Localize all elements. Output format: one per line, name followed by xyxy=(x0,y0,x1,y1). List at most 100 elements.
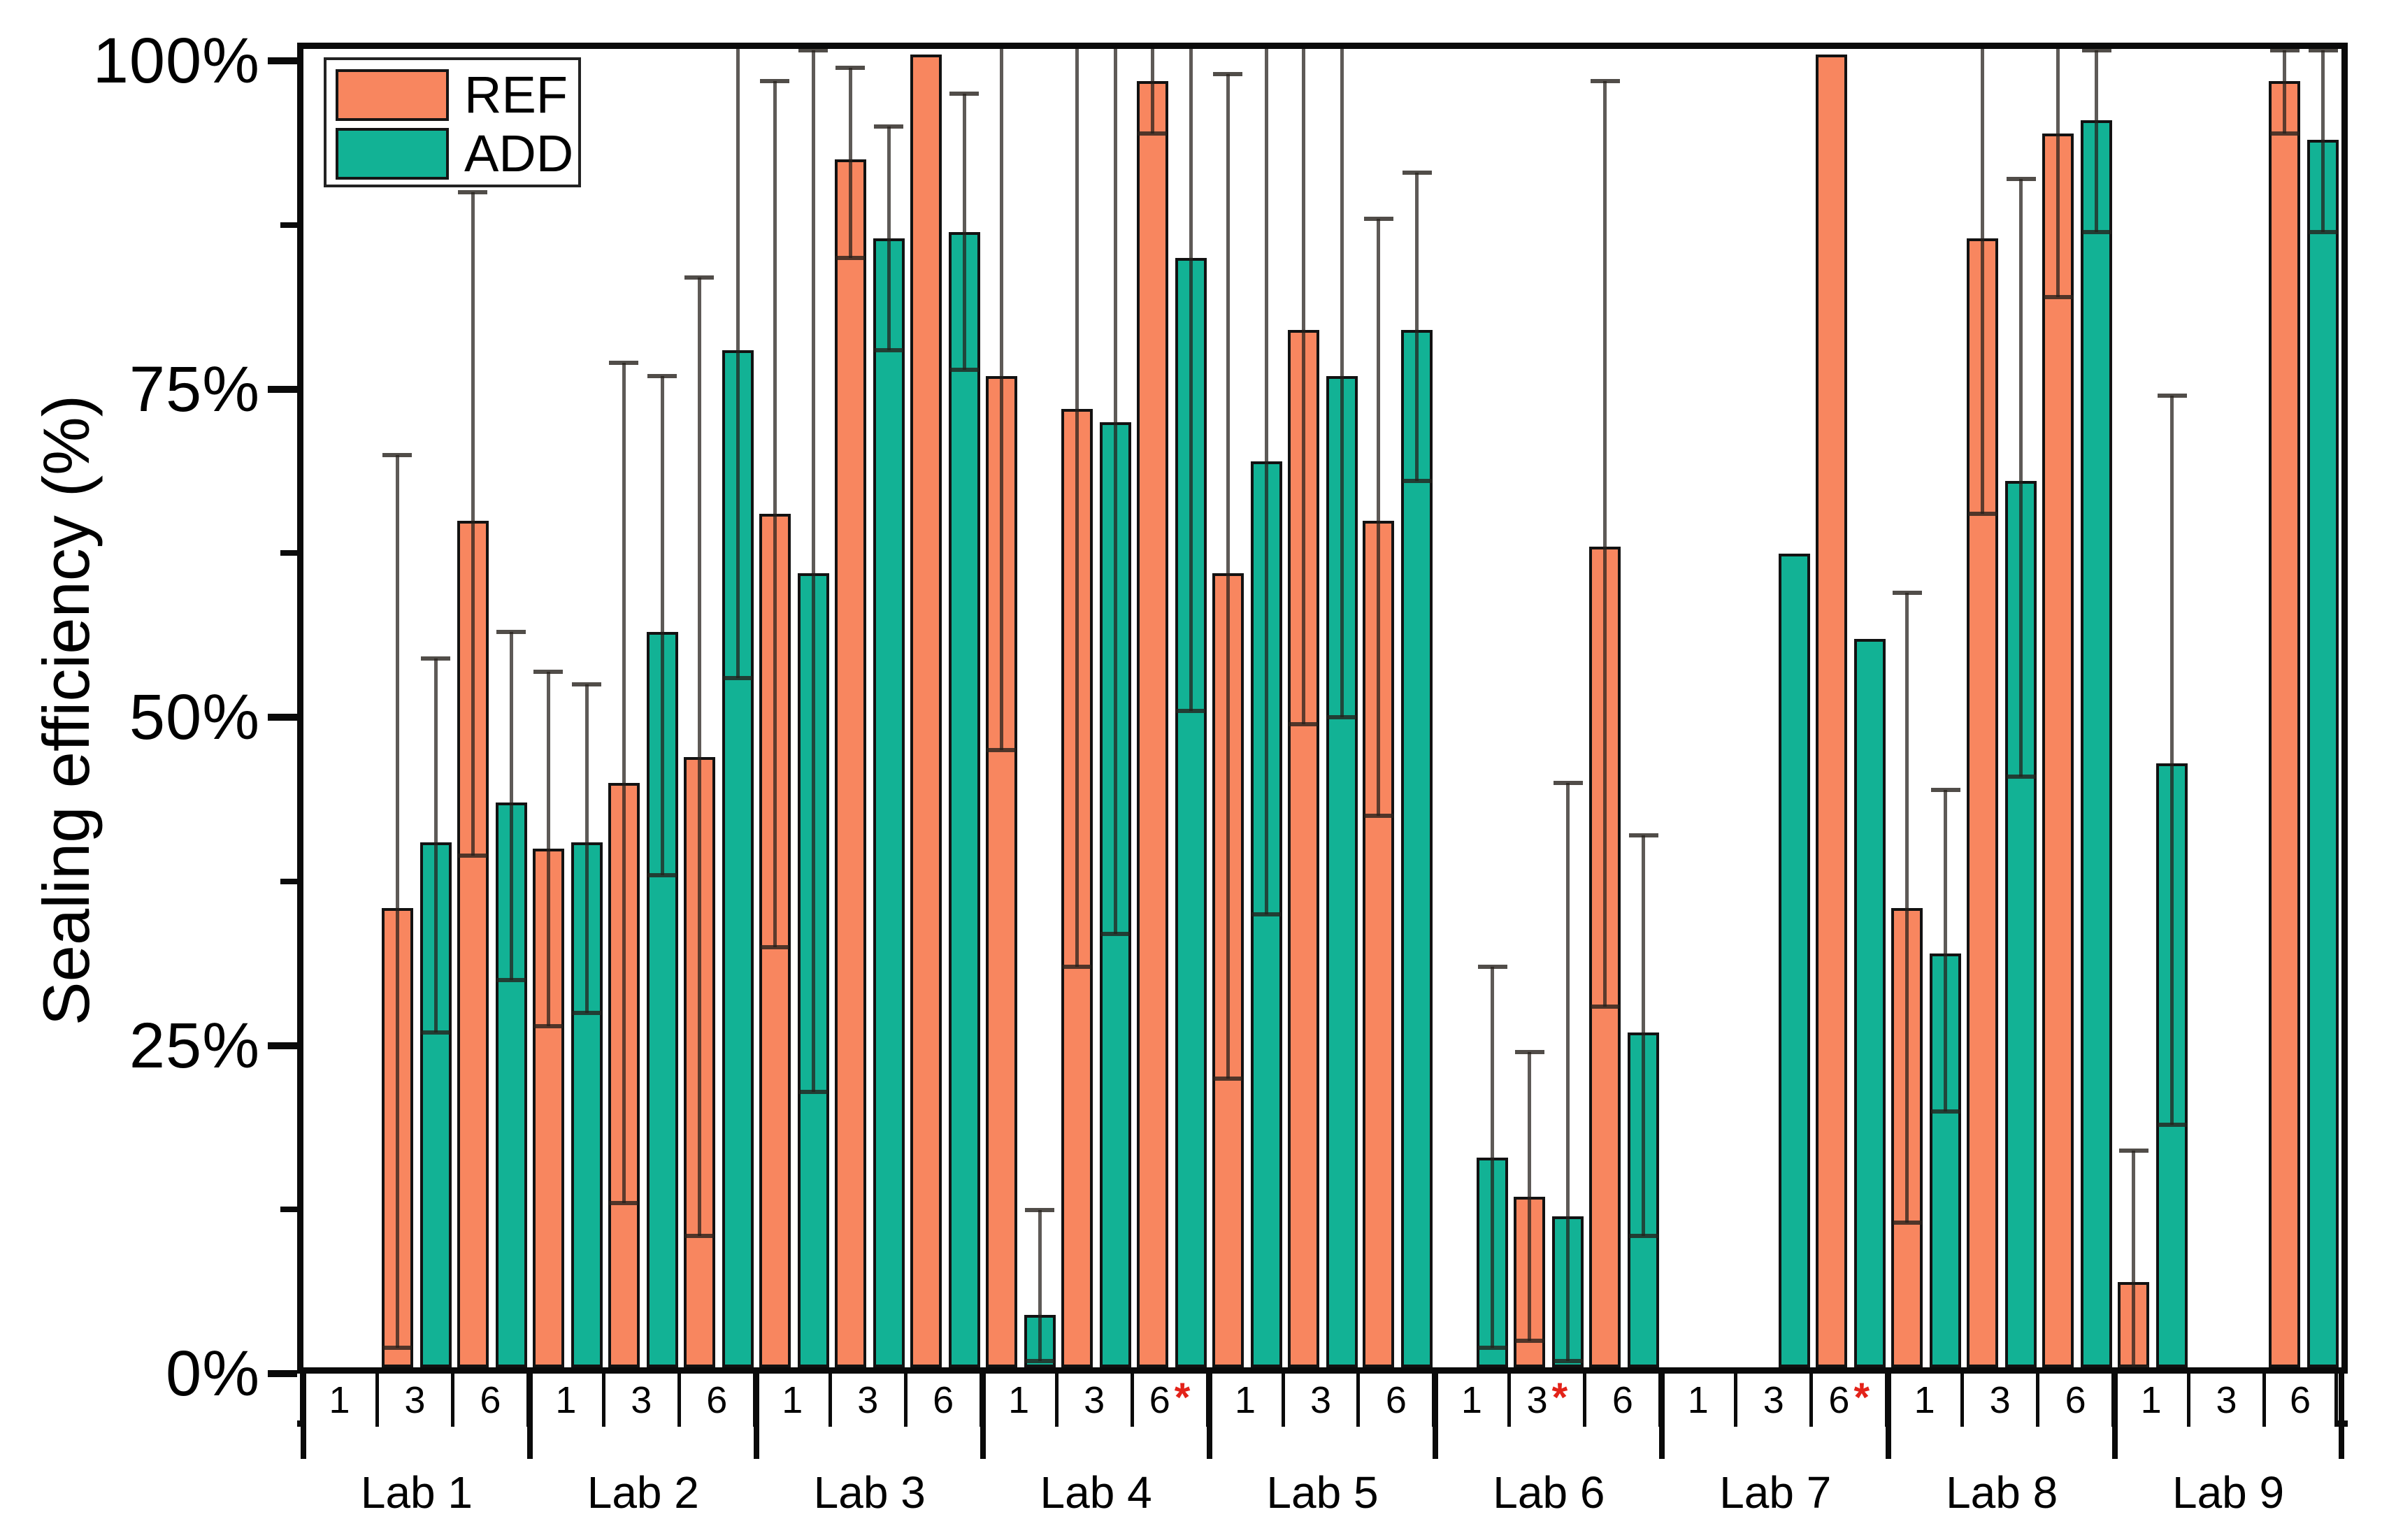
error-cap-high-ADD-lab2-t1 xyxy=(572,682,602,687)
time-label: 6 xyxy=(706,1379,728,1421)
legend-row-add: ADD xyxy=(336,127,573,180)
time-cell-lab9-1: 1 xyxy=(2111,1374,2188,1427)
bar-ADD-lab7-t3 xyxy=(1779,553,1811,1367)
y-minor-tick-37.5 xyxy=(280,878,297,884)
time-label: 6 xyxy=(2289,1379,2311,1421)
time-label: 3 xyxy=(1526,1379,1548,1421)
error-whisker-REF-lab6-t6 xyxy=(1603,80,1607,1007)
bar-REF-lab7-t6 xyxy=(1816,55,1848,1367)
time-cell-lab3-6: 6 xyxy=(903,1374,980,1427)
error-cap-low-ADD-lab1-t6 xyxy=(496,978,526,982)
error-cap-high-REF-lab5-t1 xyxy=(1213,72,1243,77)
error-cap-high-ADD-lab5-t6 xyxy=(1402,171,1432,175)
error-whisker-ADD-lab4-t6 xyxy=(1189,49,1193,711)
time-label: 1 xyxy=(2140,1379,2162,1421)
x-axis-time-row: 1 3 6 1 3 6 1 3 6 1 3 6 * 1 3 6 1 3 * 6 1 3 6 * 1 3 6 1 3 6 xyxy=(297,1374,2348,1427)
error-cap-high-REF-lab1-t6 xyxy=(458,190,488,195)
y-minor-tick-12.5 xyxy=(280,1207,297,1213)
error-whisker-ADD-lab6-t1 xyxy=(1491,967,1495,1348)
time-label: 3 xyxy=(1084,1379,1105,1421)
error-cap-high-REF-lab2-t6 xyxy=(684,275,715,280)
time-label: 3 xyxy=(2216,1379,2237,1421)
lab-label-6: Lab 6 xyxy=(1493,1467,1605,1518)
lab-separator-7 xyxy=(1886,1374,1892,1459)
error-cap-low-ADD-lab2-t1 xyxy=(572,1010,602,1015)
time-label: 1 xyxy=(1008,1379,1030,1421)
error-cap-low-ADD-lab4-t1 xyxy=(1025,1358,1055,1363)
bar-REF-lab3-t6 xyxy=(910,55,942,1367)
time-cell-lab4-6: 6 * xyxy=(1130,1374,1206,1427)
time-label: 1 xyxy=(782,1379,803,1421)
time-cell-lab3-3: 3 xyxy=(828,1374,904,1427)
error-whisker-ADD-lab9-t6 xyxy=(2321,50,2325,232)
bar-ADD-lab7-t6 xyxy=(1854,638,1886,1367)
error-whisker-ADD-lab4-t3 xyxy=(1113,49,1117,935)
error-whisker-REF-lab6-t3 xyxy=(1528,1052,1532,1341)
lab-separator-2 xyxy=(753,1374,759,1459)
error-cap-high-ADD-lab4-t1 xyxy=(1025,1207,1055,1212)
error-whisker-ADD-lab8-t3 xyxy=(2019,179,2023,777)
lab-separator-6 xyxy=(1659,1374,1665,1459)
error-whisker-REF-lab5-t1 xyxy=(1226,74,1230,1079)
y-major-tick-75 xyxy=(268,385,297,393)
error-cap-low-REF-lab6-t3 xyxy=(1514,1339,1544,1344)
error-whisker-ADD-lab5-t6 xyxy=(1415,173,1419,482)
time-label: 1 xyxy=(1461,1379,1482,1421)
error-cap-high-ADD-lab3-t1 xyxy=(798,49,828,53)
error-cap-low-ADD-lab8-t6 xyxy=(2081,229,2111,234)
error-cap-high-ADD-lab9-t1 xyxy=(2157,394,2187,398)
error-cap-low-ADD-lab8-t3 xyxy=(2006,774,2036,779)
error-whisker-ADD-lab2-t3 xyxy=(660,376,664,875)
lab-label-2: Lab 2 xyxy=(587,1467,699,1518)
lab-label-8: Lab 8 xyxy=(1946,1467,2058,1518)
error-cap-high-ADD-lab8-t1 xyxy=(1930,787,1960,792)
time-cell-lab7-6: 6 * xyxy=(1809,1374,1886,1427)
time-cell-lab8-3: 3 xyxy=(1960,1374,2037,1427)
bar-ADD-lab2-t6 xyxy=(722,350,754,1367)
error-cap-low-ADD-lab2-t6 xyxy=(723,676,753,681)
time-label: 6 xyxy=(1385,1379,1407,1421)
error-cap-high-ADD-lab3-t6 xyxy=(949,92,980,96)
error-cap-low-ADD-lab6-t6 xyxy=(1628,1234,1658,1239)
time-label: 6 xyxy=(933,1379,954,1421)
error-whisker-ADD-lab1-t3 xyxy=(433,658,438,1033)
error-cap-low-REF-lab8-t6 xyxy=(2043,295,2073,300)
time-cell-lab5-1: 1 xyxy=(1205,1374,1282,1427)
time-cell-lab9-3: 3 xyxy=(2187,1374,2263,1427)
error-cap-high-ADD-lab6-t1 xyxy=(1477,965,1507,970)
time-cell-lab6-3: 3 * xyxy=(1507,1374,1584,1427)
lab-label-4: Lab 4 xyxy=(1040,1467,1152,1518)
error-whisker-REF-lab8-t3 xyxy=(1981,49,1985,514)
time-label: 3 xyxy=(404,1379,426,1421)
legend-swatch-ref xyxy=(336,69,449,121)
error-cap-low-ADD-lab8-t1 xyxy=(1930,1109,1960,1114)
error-cap-high-REF-lab9-t1 xyxy=(2118,1149,2148,1153)
time-cell-lab6-1: 1 xyxy=(1432,1374,1508,1427)
error-whisker-ADD-lab8-t6 xyxy=(2095,50,2099,232)
time-cell-lab1-3: 3 xyxy=(375,1374,451,1427)
lab-label-3: Lab 3 xyxy=(813,1467,926,1518)
error-whisker-REF-lab4-t1 xyxy=(999,49,1003,751)
lab-separator-9 xyxy=(2339,1374,2344,1459)
bar-ADD-lab3-t3 xyxy=(873,238,905,1367)
time-cell-lab5-6: 6 xyxy=(1356,1374,1433,1427)
lab-separator-0 xyxy=(301,1374,306,1459)
bar-REF-lab8-t6 xyxy=(2042,133,2074,1367)
error-cap-low-REF-lab5-t1 xyxy=(1213,1076,1243,1081)
plot-area xyxy=(297,43,2348,1374)
y-tick-label-0: 0% xyxy=(166,1338,260,1409)
error-cap-high-REF-lab3-t1 xyxy=(760,78,790,83)
error-whisker-REF-lab8-t6 xyxy=(2056,49,2060,298)
error-cap-high-ADD-lab9-t6 xyxy=(2308,49,2338,53)
error-cap-high-ADD-lab6-t3 xyxy=(1553,781,1583,786)
error-cap-low-REF-lab8-t3 xyxy=(1967,512,1997,517)
time-label: 1 xyxy=(1687,1379,1709,1421)
error-whisker-REF-lab3-t3 xyxy=(848,67,852,259)
error-cap-low-REF-lab4-t3 xyxy=(1062,965,1092,970)
error-whisker-ADD-lab2-t1 xyxy=(584,684,589,1013)
error-cap-low-REF-lab2-t3 xyxy=(609,1201,639,1206)
bar-ADD-lab9-t6 xyxy=(2307,140,2339,1367)
error-cap-low-REF-lab5-t3 xyxy=(1289,721,1318,726)
lab-separator-1 xyxy=(526,1374,533,1459)
y-tick-label-50: 50% xyxy=(129,682,260,753)
